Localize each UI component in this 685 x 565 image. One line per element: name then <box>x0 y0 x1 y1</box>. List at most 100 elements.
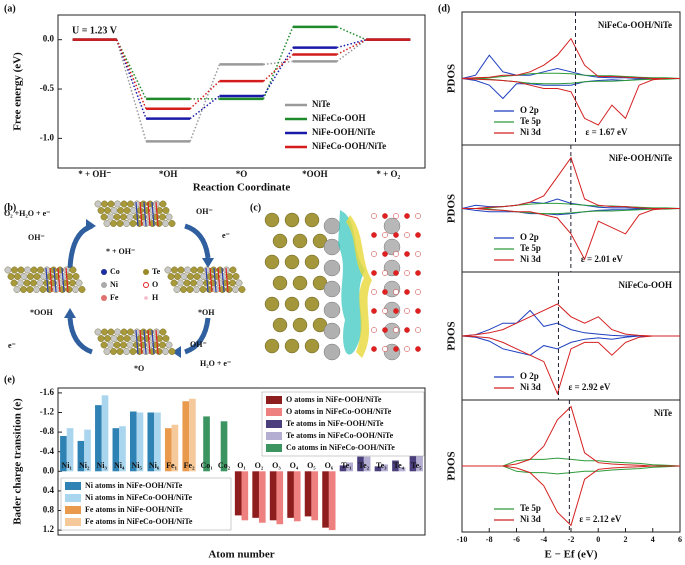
x-tick-label: Te₃ <box>376 461 387 470</box>
atom <box>133 328 141 336</box>
atom <box>264 212 280 228</box>
bond <box>151 201 155 227</box>
pdos-curve <box>462 72 681 79</box>
legend-swatch <box>65 506 81 514</box>
atom <box>415 327 421 333</box>
bar <box>189 398 196 472</box>
bar <box>147 412 155 472</box>
atom <box>39 286 47 293</box>
bond <box>143 329 147 355</box>
atom <box>65 286 73 293</box>
x-tick-label: Ni₃ <box>96 461 107 470</box>
atom <box>371 327 377 333</box>
x-tick-label: O₅ <box>307 461 316 470</box>
atom <box>304 296 320 312</box>
bar <box>203 416 210 472</box>
atom <box>110 220 117 227</box>
bar <box>252 471 259 518</box>
scheme-text: *OH <box>198 308 215 317</box>
atom <box>383 280 401 298</box>
bar <box>258 471 266 523</box>
panel-label: (b) <box>4 202 16 213</box>
bar <box>304 471 312 517</box>
pdos-curve <box>461 78 680 126</box>
atom <box>120 328 128 336</box>
x-tick-label: 2 <box>624 535 628 544</box>
bond <box>155 329 159 355</box>
cycle-arrow <box>184 223 211 259</box>
legend-label: O <box>152 280 158 289</box>
atom <box>187 273 194 280</box>
atom <box>116 348 124 355</box>
atom <box>103 220 111 227</box>
atom <box>17 266 25 274</box>
legend-label: NiTe <box>312 99 330 109</box>
legend-label: Fe <box>110 293 119 302</box>
atom <box>107 341 114 349</box>
atom <box>69 266 77 274</box>
atom <box>123 220 130 227</box>
atom <box>404 213 410 219</box>
atom <box>232 273 240 280</box>
atom <box>235 279 243 287</box>
x-tick-label: -10 <box>457 535 468 544</box>
atom <box>371 308 377 314</box>
atom <box>26 286 34 293</box>
legend-label: Fe atoms in NiFe-OOH/NiTe <box>85 505 183 514</box>
atom <box>69 279 76 287</box>
atom <box>162 335 170 342</box>
bond <box>151 329 155 355</box>
atom <box>165 341 173 349</box>
pdos-curve <box>462 78 681 85</box>
atom <box>264 338 280 354</box>
legend-label: Fe atoms in NiFeCo-OOH/NiTe <box>85 517 193 526</box>
bar <box>136 412 144 472</box>
panel-label: (e) <box>4 374 15 385</box>
bond <box>135 329 139 355</box>
atom <box>186 286 194 293</box>
legend-label: O 2p <box>520 105 539 115</box>
bond <box>135 201 139 227</box>
pdos-curve <box>462 465 681 475</box>
bar <box>241 471 249 521</box>
y-tick-label: 0.0 <box>43 465 55 475</box>
legend-box <box>60 477 232 531</box>
atom <box>94 200 102 208</box>
bond <box>221 267 225 293</box>
pdos-curve <box>461 78 680 100</box>
atom <box>36 279 44 287</box>
atom <box>104 335 111 342</box>
bond <box>57 267 61 293</box>
x-tick-label: Ni₁ <box>62 461 73 470</box>
legend-label: NiFeCo-OOH/NiTe <box>312 141 386 151</box>
atom <box>162 220 169 227</box>
atom <box>197 266 204 274</box>
legend-label: Ni atoms in NiFe-OOH/NiTe <box>85 481 183 490</box>
charge-density <box>346 215 372 358</box>
connector <box>262 47 294 97</box>
atom <box>159 341 166 349</box>
x-tick-label: -2 <box>568 535 575 544</box>
x-tick-label: O₄ <box>290 461 299 470</box>
bond <box>213 267 217 293</box>
atom <box>180 273 188 280</box>
x-tick-label: O₆ <box>325 461 334 470</box>
atom <box>159 328 167 336</box>
x-tick-label: Ni₂ <box>79 461 90 470</box>
bond <box>147 329 151 355</box>
atom <box>33 286 40 293</box>
y-axis-label: PDOS <box>446 64 458 93</box>
annotation: U = 1.23 V <box>72 25 118 36</box>
x-tick-label: O₁ <box>237 461 246 470</box>
atom <box>43 266 51 274</box>
x-tick-label: Ni₄ <box>114 461 125 470</box>
atom <box>393 289 399 295</box>
legend-swatch <box>266 432 282 440</box>
atom <box>196 279 204 287</box>
atom <box>323 238 341 256</box>
bar <box>84 429 91 472</box>
atom <box>120 213 127 221</box>
bar <box>171 424 179 472</box>
legend-label: Ni 3d <box>520 382 541 392</box>
scheme-text: e⁻ <box>8 341 16 350</box>
